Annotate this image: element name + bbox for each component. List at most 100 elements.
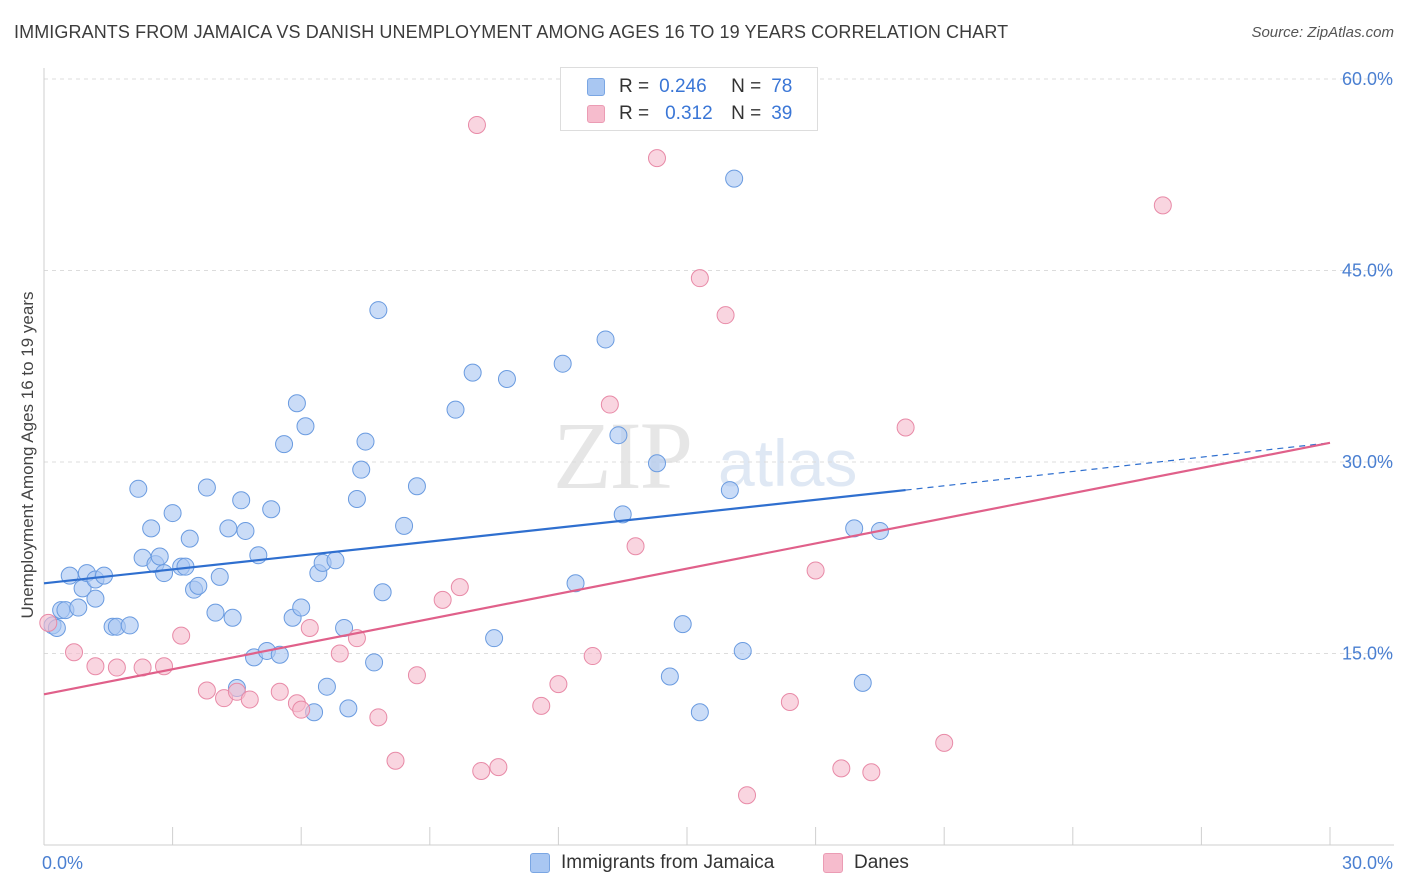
data-point	[356, 432, 375, 451]
legend-label-danes: Danes	[854, 852, 909, 873]
legend-item-danes[interactable]: Danes	[823, 852, 909, 874]
data-point	[69, 598, 88, 617]
data-point	[1153, 196, 1172, 215]
data-point	[270, 682, 289, 701]
trend-line	[43, 488, 906, 585]
series-legend: Immigrants from Jamaica Danes	[0, 852, 1406, 878]
data-point	[326, 551, 345, 570]
data-point	[896, 418, 915, 437]
data-point	[180, 529, 199, 548]
data-point	[232, 491, 251, 510]
data-point	[725, 169, 744, 188]
data-point	[189, 576, 208, 595]
data-point	[549, 675, 568, 694]
data-point	[236, 521, 255, 540]
data-point	[780, 693, 799, 712]
data-point	[219, 519, 238, 538]
data-point	[120, 616, 139, 635]
legend-row-jamaica: R = 0.246 N = 78	[587, 75, 792, 99]
legend-row-danes: R = 0.312 N = 39	[587, 102, 792, 126]
data-point	[553, 354, 572, 373]
data-point	[673, 615, 692, 634]
correlation-legend: R = 0.246 N = 78 R = 0.312 N = 39	[560, 67, 818, 131]
watermark-zip: ZIP	[553, 402, 693, 509]
tick-labels: 15.0% 30.0% 45.0% 60.0% 0.0% 30.0%	[42, 69, 1393, 873]
data-point	[690, 269, 709, 288]
x-tick-label: 30.0%	[1342, 853, 1393, 873]
data-point	[172, 626, 191, 645]
data-point	[733, 641, 752, 660]
data-point	[300, 618, 319, 637]
legend-swatch-danes	[823, 853, 843, 873]
legend-r-value: 0.246	[659, 76, 707, 97]
legend-n-value: 39	[771, 103, 793, 124]
data-point	[626, 537, 645, 556]
data-point	[39, 613, 58, 632]
data-point	[287, 394, 306, 413]
data-point	[583, 647, 602, 666]
data-point	[262, 500, 281, 519]
legend-r-label: R =	[619, 76, 650, 97]
data-point	[206, 603, 225, 622]
legend-item-jamaica[interactable]: Immigrants from Jamaica	[530, 852, 774, 874]
source-label: Source: ZipAtlas.com	[1251, 24, 1394, 41]
data-point	[395, 516, 414, 535]
y-tick-label: 15.0%	[1342, 644, 1393, 664]
data-point	[832, 759, 851, 778]
data-point	[497, 370, 516, 389]
data-points	[39, 115, 1172, 805]
data-point	[566, 574, 585, 593]
data-point	[292, 700, 311, 719]
data-point	[240, 690, 259, 709]
legend-swatch-danes	[587, 105, 605, 123]
data-point	[407, 666, 426, 685]
data-point	[275, 435, 294, 454]
data-point	[296, 417, 315, 436]
data-point	[806, 561, 825, 580]
data-point	[163, 504, 182, 523]
data-point	[65, 643, 84, 662]
data-point	[155, 564, 174, 583]
y-tick-label: 45.0%	[1342, 261, 1393, 281]
data-point	[369, 301, 388, 320]
data-point	[373, 583, 392, 602]
legend-swatch-jamaica	[587, 78, 605, 96]
data-point	[647, 149, 666, 168]
data-point	[660, 667, 679, 686]
data-point	[86, 657, 105, 676]
y-tick-label: 30.0%	[1342, 452, 1393, 472]
trend-lines	[43, 441, 1331, 696]
data-point	[853, 673, 872, 692]
data-point	[223, 608, 242, 627]
data-point	[716, 306, 735, 325]
data-point	[129, 479, 148, 498]
legend-n-value: 78	[771, 76, 793, 97]
data-point	[339, 699, 358, 718]
y-tick-label: 60.0%	[1342, 69, 1393, 89]
data-point	[270, 645, 289, 664]
data-point	[596, 330, 615, 349]
data-point	[450, 578, 469, 597]
data-point	[365, 653, 384, 672]
data-point	[472, 761, 491, 780]
data-point	[292, 598, 311, 617]
data-point	[407, 477, 426, 496]
y-axis-label: Unemployment Among Ages 16 to 19 years	[18, 291, 37, 619]
chart-title: IMMIGRANTS FROM JAMAICA VS DANISH UNEMPL…	[14, 22, 1009, 42]
data-point	[386, 751, 405, 770]
data-point	[142, 519, 161, 538]
legend-swatch-jamaica	[530, 853, 550, 873]
data-point	[197, 478, 216, 497]
data-point	[489, 758, 508, 777]
data-point	[352, 460, 371, 479]
data-point	[467, 115, 486, 134]
data-point	[935, 733, 954, 752]
data-point	[600, 395, 619, 414]
data-point	[86, 589, 105, 608]
trend-line-extension	[905, 442, 1331, 491]
legend-n-label: N =	[731, 103, 762, 124]
data-point	[532, 696, 551, 715]
legend-r-value: 0.312	[665, 103, 713, 124]
watermark-atlas: atlas	[718, 426, 858, 500]
